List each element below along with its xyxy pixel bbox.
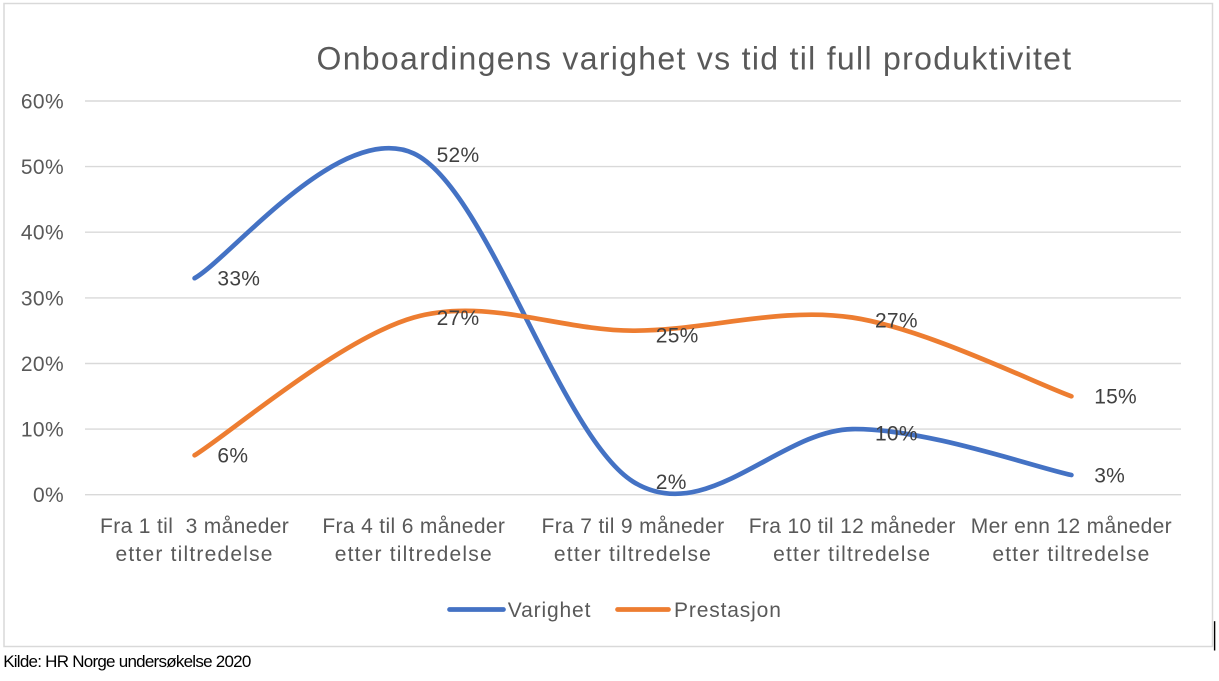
svg-text:Fra 7 til 9 måneder: Fra 7 til 9 måneder bbox=[542, 515, 725, 538]
svg-text:52%: 52% bbox=[437, 144, 480, 167]
svg-text:0%: 0% bbox=[33, 484, 64, 507]
svg-text:2%: 2% bbox=[656, 471, 687, 494]
svg-text:Fra 1 til 3 måneder: Fra 1 til 3 måneder bbox=[100, 515, 289, 538]
svg-text:3%: 3% bbox=[1094, 464, 1125, 487]
svg-text:50%: 50% bbox=[21, 156, 64, 179]
svg-text:etter tiltredelse: etter tiltredelse bbox=[554, 543, 712, 566]
svg-text:30%: 30% bbox=[21, 287, 64, 310]
svg-text:Fra 10 til 12 måneder: Fra 10 til 12 måneder bbox=[749, 515, 956, 538]
svg-text:Fra 4 til 6 måneder: Fra 4 til 6 måneder bbox=[322, 515, 505, 538]
svg-text:Prestasjon: Prestasjon bbox=[674, 599, 782, 622]
svg-text:10%: 10% bbox=[21, 419, 64, 442]
svg-text:Kilde: HR Norge undersøkelse 2: Kilde: HR Norge undersøkelse 2020 bbox=[3, 652, 251, 671]
svg-text:15%: 15% bbox=[1094, 386, 1137, 409]
svg-text:Varighet: Varighet bbox=[508, 599, 591, 622]
svg-text:6%: 6% bbox=[217, 445, 248, 468]
svg-text:27%: 27% bbox=[875, 309, 918, 332]
svg-text:etter tiltredelse: etter tiltredelse bbox=[335, 543, 493, 566]
svg-text:etter tiltredelse: etter tiltredelse bbox=[773, 543, 931, 566]
svg-text:Onboardingens varighet vs tid: Onboardingens varighet vs tid til full p… bbox=[317, 40, 1073, 76]
svg-text:10%: 10% bbox=[875, 423, 918, 446]
svg-text:etter tiltredelse: etter tiltredelse bbox=[116, 543, 274, 566]
svg-text:60%: 60% bbox=[21, 90, 64, 113]
svg-text:27%: 27% bbox=[437, 307, 480, 330]
svg-text:40%: 40% bbox=[21, 222, 64, 245]
svg-text:25%: 25% bbox=[656, 325, 699, 348]
svg-text:Mer enn 12 måneder: Mer enn 12 måneder bbox=[971, 515, 1172, 538]
svg-text:33%: 33% bbox=[217, 268, 260, 291]
svg-text:etter tiltredelse: etter tiltredelse bbox=[992, 543, 1150, 566]
svg-text:20%: 20% bbox=[21, 353, 64, 376]
